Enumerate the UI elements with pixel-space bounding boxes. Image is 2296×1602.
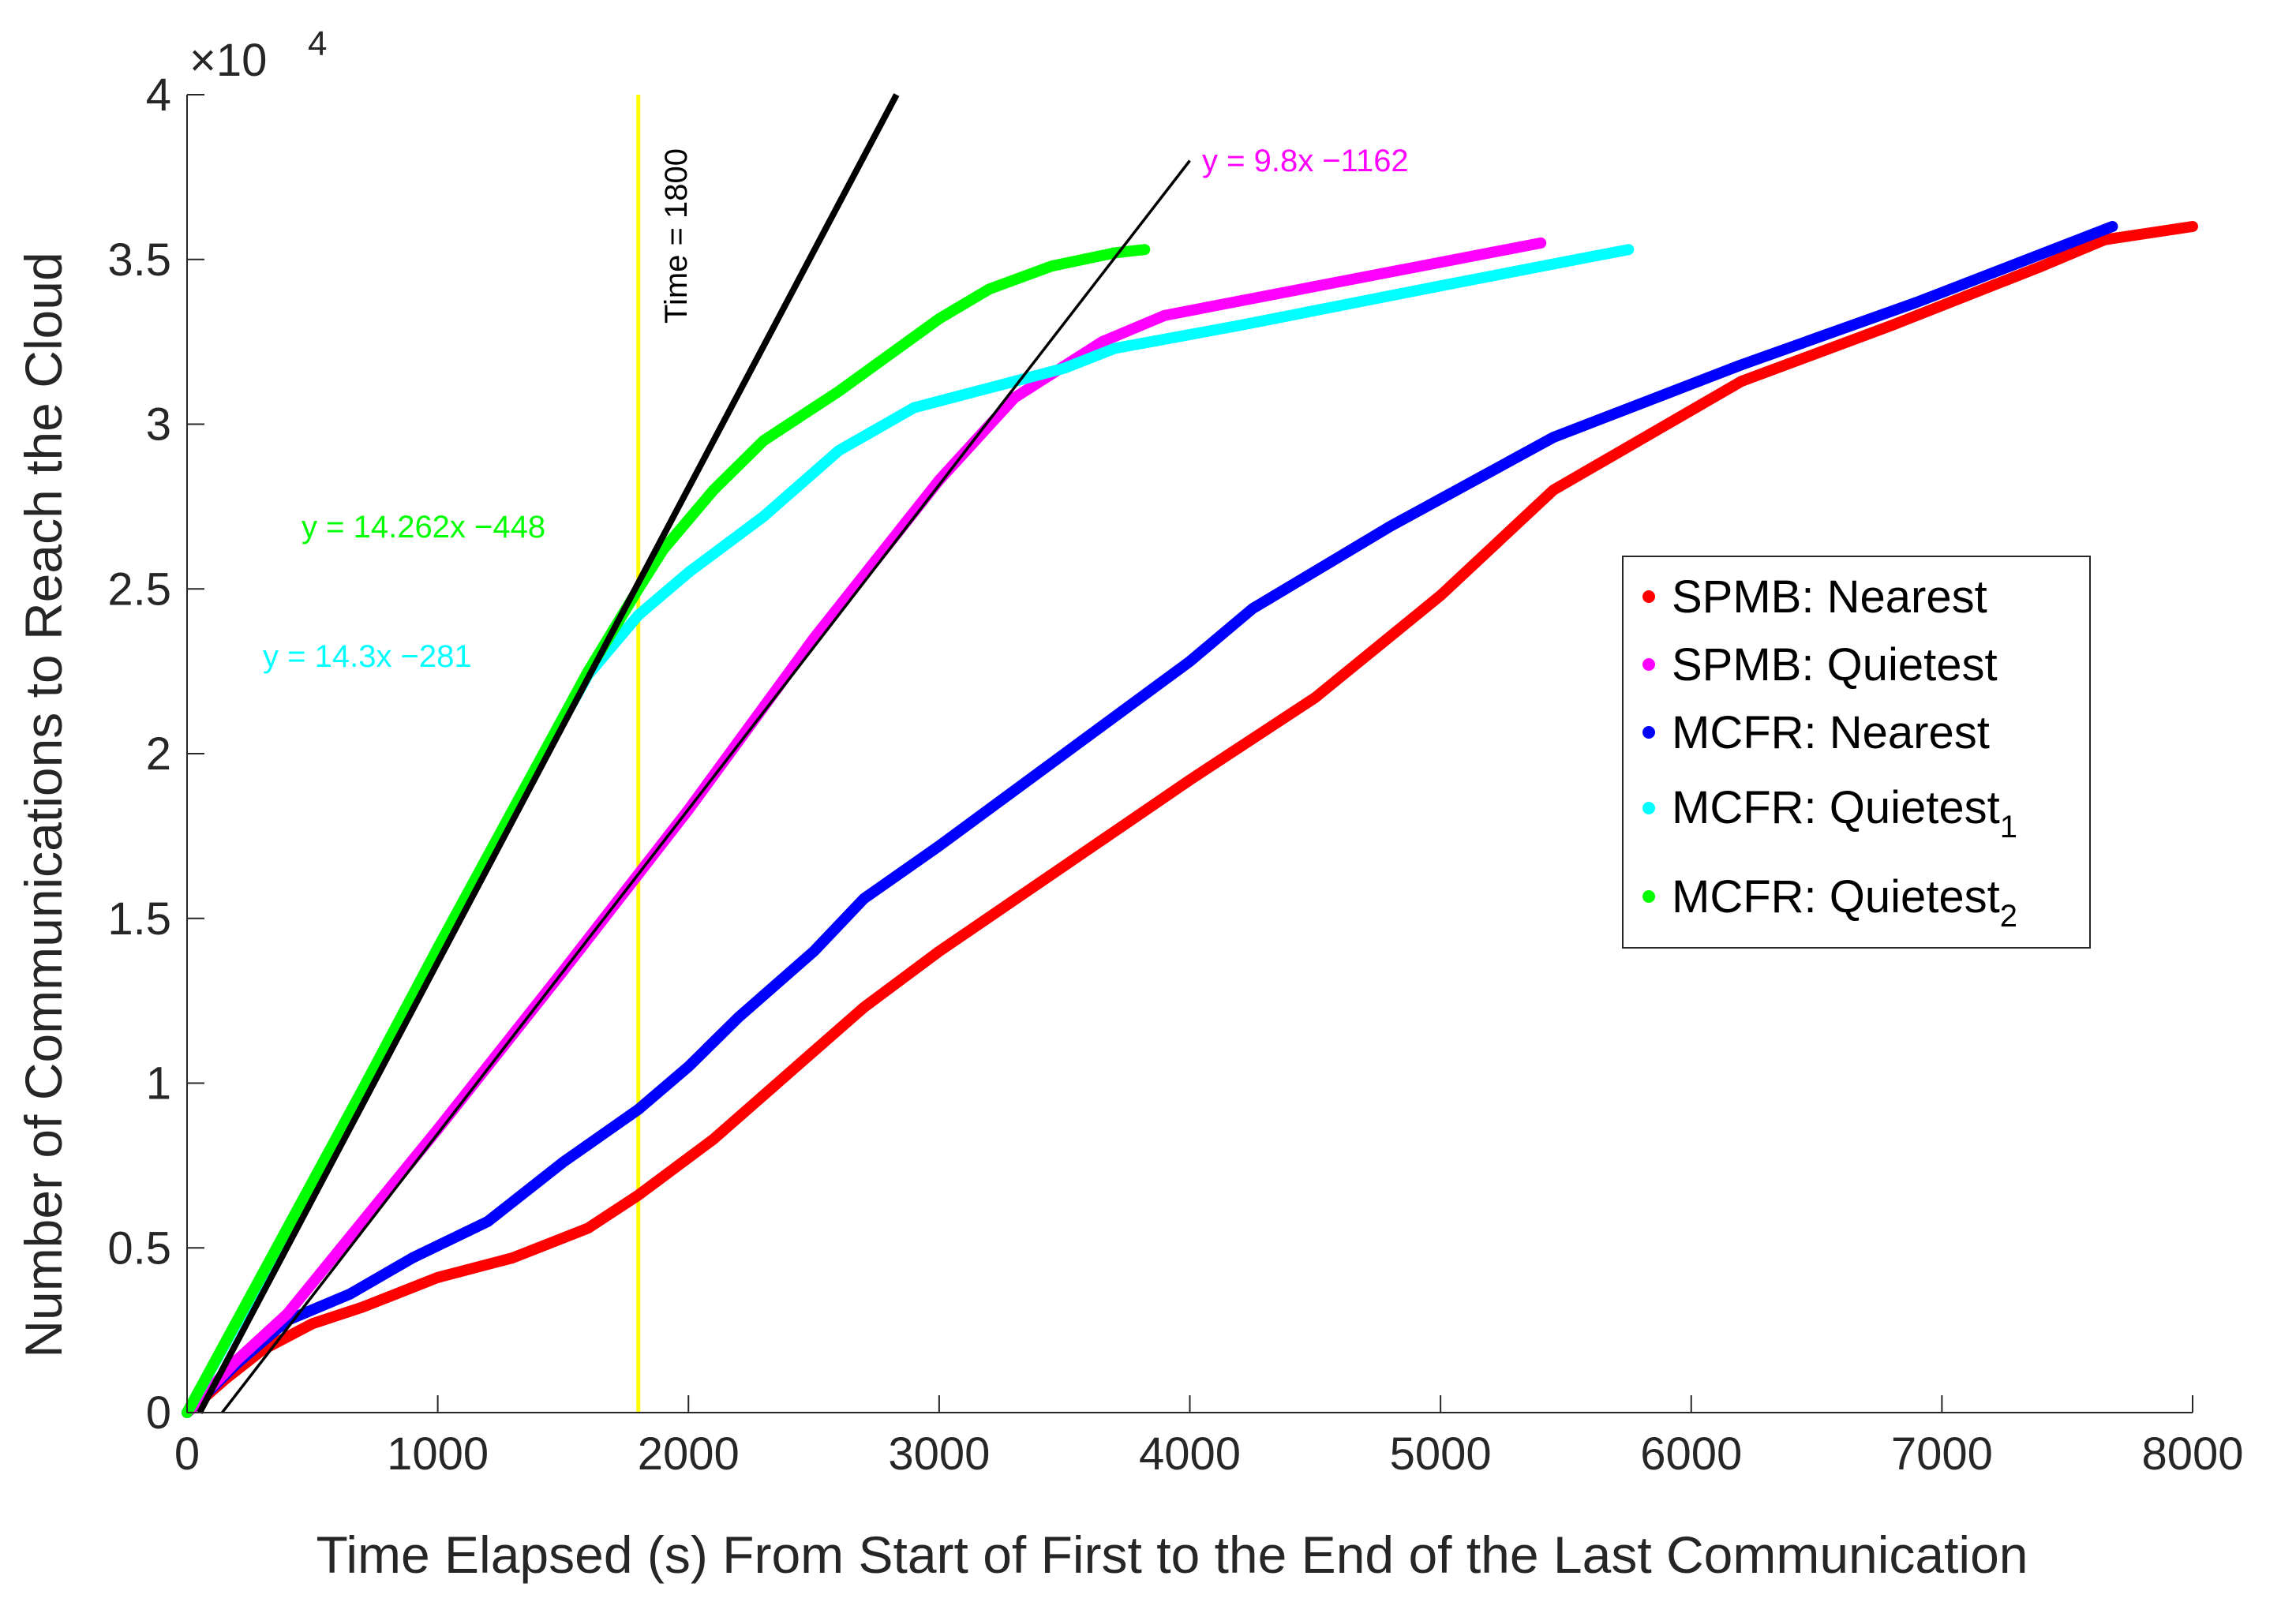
x-tick-label: 4000 [1139,1428,1241,1480]
legend: SPMB: Nearest SPMB: Quietest MCFR: Neare… [1622,556,2091,949]
legend-main-mcfr-quietest2: MCFR: Quietest [1672,871,2000,923]
legend-marker-mcfr-nearest [1642,726,1655,739]
series-line-mcfr-quietest2 [182,244,1151,1418]
legend-marker-mcfr-quietest1 [1642,802,1655,814]
x-tick-label: 6000 [1640,1428,1742,1480]
series-line-spmb-nearest [182,221,2198,1418]
x-tick-label: 0 [174,1428,200,1480]
annot-green: y = 14.262x −448 [302,510,545,545]
series-line-mcfr-quietest1 [182,244,1635,1418]
y-axis-label: Number of Communications to Reach the Cl… [14,252,73,1357]
legend-sub-mcfr-quietest2: 2 [2000,899,2017,934]
x-tick-label: 7000 [1891,1428,1993,1480]
x-tick-label: 2000 [638,1428,740,1480]
annot-cyan: y = 14.3x −281 [263,639,472,674]
y-tick-label: 3.5 [107,234,171,286]
legend-sub-mcfr-quietest1: 1 [2000,810,2017,844]
annot-magenta: y = 9.8x −1162 [1202,144,1409,178]
y-tick-label: 0.5 [107,1222,171,1274]
series-line-spmb-quietest [182,237,1547,1418]
legend-label-mcfr-quietest1: MCFR: Quietest1 [1672,782,2017,844]
x-tick-label: 3000 [888,1428,990,1480]
y-tick-label: 2 [146,728,171,780]
legend-label-mcfr-quietest2: MCFR: Quietest2 [1672,871,2017,934]
legend-label-spmb-nearest: SPMB: Nearest [1672,571,1987,623]
y-tick-label: 3 [146,399,171,451]
black-fit-thin [221,159,1191,1414]
y-tick-label: 2.5 [107,563,171,615]
y-exponent-base: ×10 [189,35,267,86]
x-tick-label: 5000 [1390,1428,1492,1480]
legend-marker-spmb-quietest [1642,658,1655,671]
x-tick-label: 1000 [387,1428,489,1480]
x-axis-label: Time Elapsed (s) From Start of First to … [316,1525,2028,1584]
black-fit-thick [197,93,900,1414]
x-tick-label: 8000 [2141,1428,2243,1480]
legend-marker-mcfr-quietest2 [1642,890,1655,903]
y-tick-label: 0 [146,1387,171,1439]
series-line-mcfr-nearest [182,221,2118,1418]
y-tick-label: 1 [146,1058,171,1110]
legend-main-mcfr-quietest1: MCFR: Quietest [1672,782,2000,833]
legend-label-mcfr-nearest: MCFR: Nearest [1672,707,1990,758]
legend-marker-spmb-nearest [1642,590,1655,603]
y-exponent-power: 4 [308,24,327,63]
y-tick-label: 1.5 [107,893,171,945]
y-tick-label: 4 [146,69,171,121]
legend-box [1622,556,2091,949]
legend-label-spmb-quietest: SPMB: Quietest [1672,639,1998,691]
vline-label: Time = 1800 [659,148,694,324]
